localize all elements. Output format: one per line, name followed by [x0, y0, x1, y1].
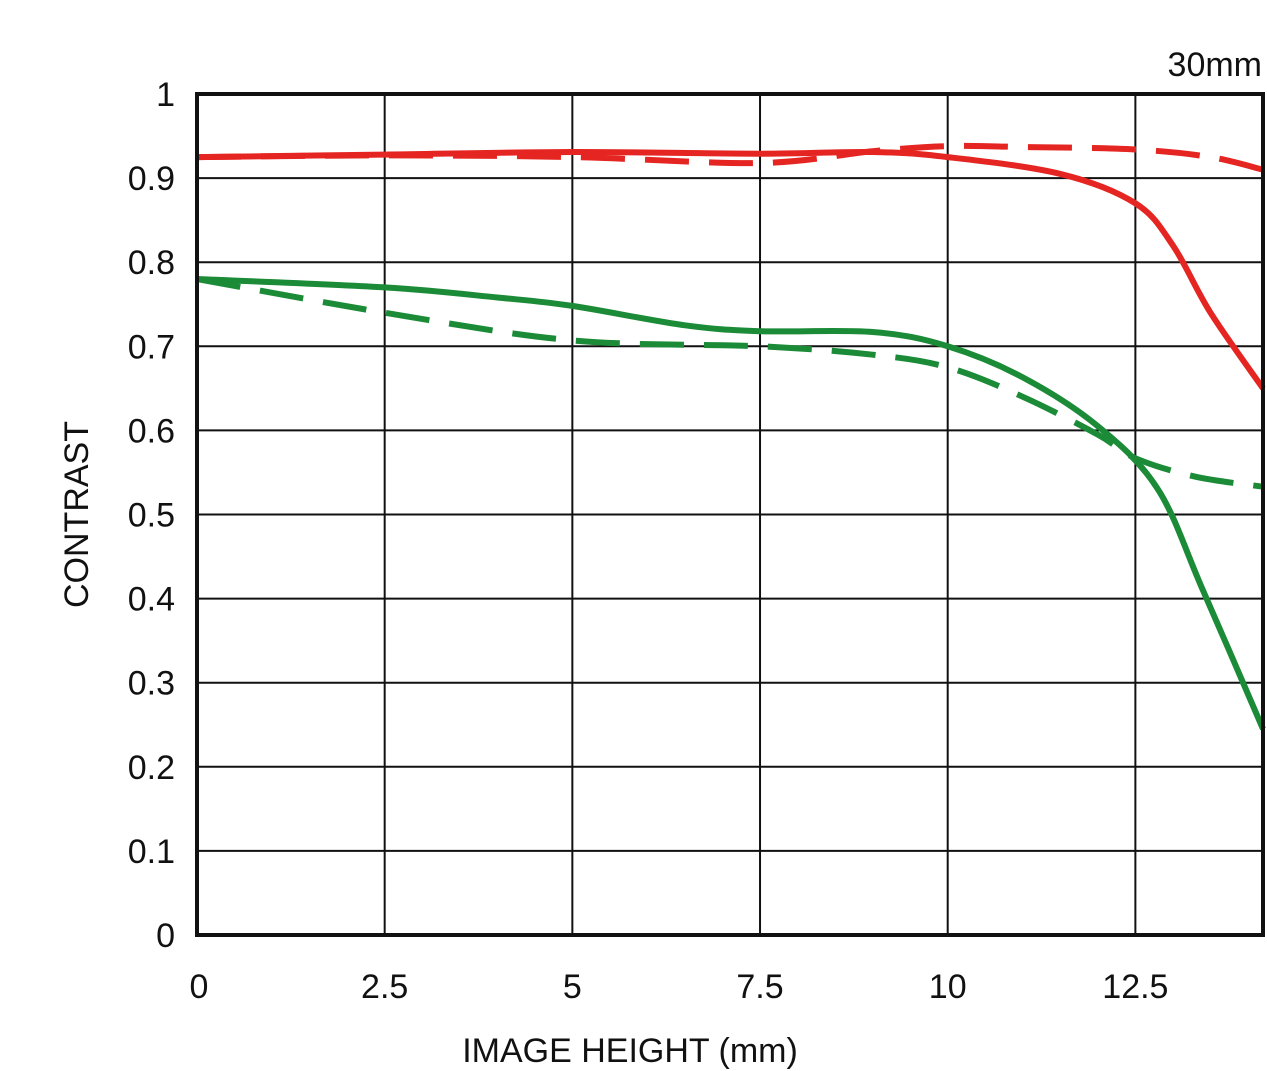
y-tick-label: 0.4	[128, 581, 175, 619]
x-tick-label: 10	[929, 968, 967, 1006]
y-tick-label: 0	[156, 917, 175, 955]
series-line-green-solid	[196, 276, 1266, 731]
y-tick-label: 0.2	[128, 749, 175, 787]
x-axis-title: IMAGE HEIGHT (mm)	[462, 1032, 798, 1070]
y-tick-labels: 0 0.1 0.2 0.3 0.4 0.5 0.6 0.7 0.8 0.9 1	[128, 76, 175, 955]
x-tick-label: 2.5	[361, 968, 408, 1006]
series-line-red-dashed	[196, 142, 1264, 173]
y-axis-title: CONTRAST	[58, 421, 96, 608]
y-tick-label: 0.6	[128, 412, 175, 450]
y-tick-label: 1	[156, 76, 175, 114]
y-tick-label: 0.8	[128, 244, 175, 282]
y-tick-label: 0.9	[128, 160, 175, 198]
grid-lines	[196, 93, 1263, 936]
y-tick-label: 0.5	[128, 497, 175, 535]
chart-series	[196, 142, 1266, 731]
y-tick-label: 0.7	[128, 328, 175, 366]
series-line-green-dashed	[196, 276, 1264, 490]
y-tick-label: 0.1	[128, 833, 175, 871]
x-tick-label: 0	[190, 968, 209, 1006]
y-tick-label: 0.3	[128, 665, 175, 703]
x-tick-label: 5	[563, 968, 582, 1006]
plot-frame	[195, 92, 1265, 937]
chart-title: 30mm	[1168, 46, 1262, 84]
x-tick-label: 7.5	[736, 968, 783, 1006]
x-tick-labels: 0 2.5 5 7.5 10 12.5	[190, 968, 1169, 1006]
series-line-red-solid	[196, 148, 1266, 391]
x-tick-label: 12.5	[1102, 968, 1168, 1006]
